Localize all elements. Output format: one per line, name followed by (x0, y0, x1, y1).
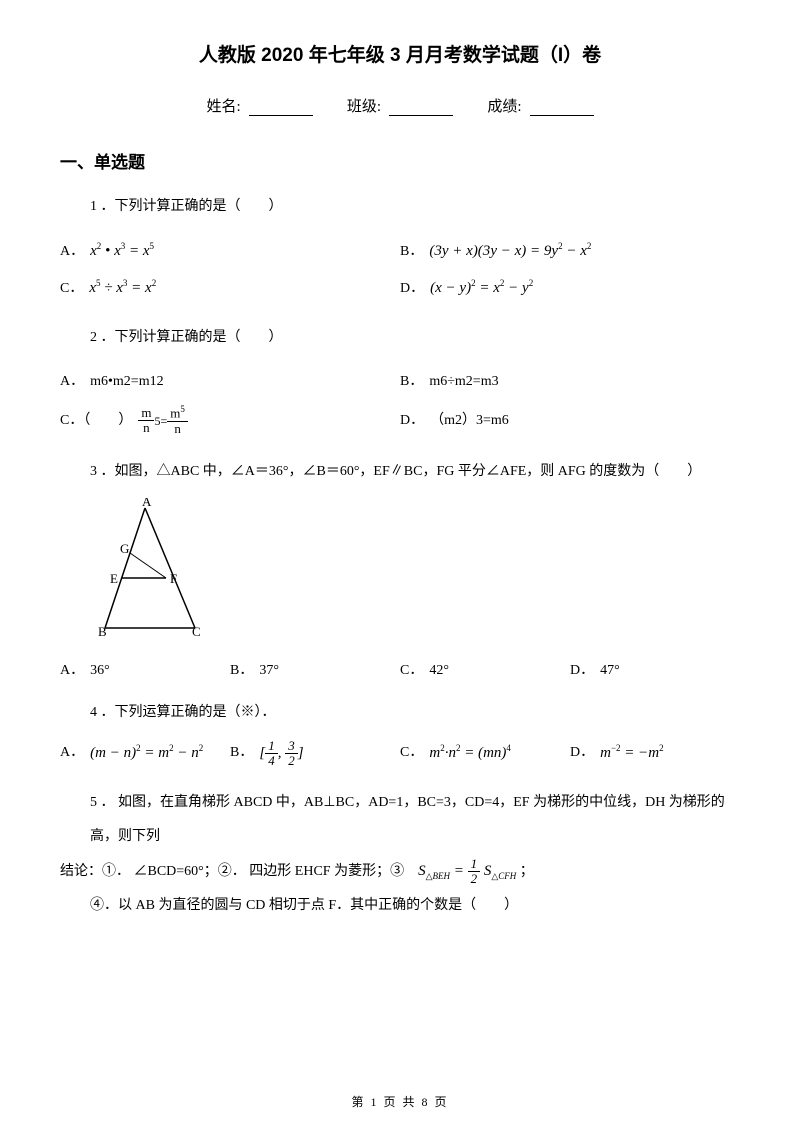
q1-d-math: (x − y)2 = x2 − y2 (430, 276, 533, 302)
q1-choice-b: B． (3y + x)(3y − x) = 9y2 − x2 (400, 233, 740, 271)
q2-choice-c: C．（ ） mn 5= m5n (60, 399, 400, 442)
header-fields: 姓名: 班级: 成绩: (60, 95, 740, 116)
choice-label: C． (400, 741, 423, 765)
score-blank[interactable] (530, 101, 594, 116)
class-label: 班级: (347, 99, 381, 115)
question-1: 1 ．下列计算正确的是（ ） A． x2 • x3 = x5 B． (3y + … (60, 195, 740, 308)
question-5: 5 ． 如图，在直角梯形 ABCD 中，AB⊥BC，AD=1，BC=3，CD=4… (60, 786, 740, 923)
q4-b-math: [14, 32] (259, 739, 303, 769)
exam-title: 人教版 2020 年七年级 3 月月考数学试题（I）卷 (60, 40, 740, 67)
q2-d-text: （m2）3=m6 (430, 409, 509, 433)
footer-total: 8 (422, 1095, 430, 1109)
q5-line3: ④．以 AB 为直径的圆与 CD 相切于点 F．其中正确的个数是（ ） (90, 889, 740, 923)
footer-suffix: 页 (430, 1095, 449, 1109)
page-footer: 第 1 页 共 8 页 (0, 1093, 800, 1110)
footer-mid: 页 共 (378, 1095, 421, 1109)
q5-formula: S△BEH = 12 S△CFH (418, 863, 516, 879)
footer-prefix: 第 (351, 1095, 370, 1109)
q4-choice-a: A． (m − n)2 = m2 − n2 (60, 739, 230, 769)
q5-line2: 结论：①． ∠BCD=60°；②． 四边形 EHCF 为菱形；③ S△BEH =… (60, 853, 740, 889)
svg-text:E: E (110, 571, 118, 586)
q1-choice-d: D． (x − y)2 = x2 − y2 (400, 270, 740, 308)
q2-choice-d: D． （m2）3=m6 (400, 399, 740, 442)
choice-label: D． (400, 409, 424, 433)
choice-label: D． (400, 277, 424, 301)
svg-text:C: C (192, 624, 201, 638)
section-heading: 一、单选题 (60, 148, 740, 173)
svg-text:A: A (142, 498, 152, 509)
q1-a-math: x2 • x3 = x5 (90, 239, 154, 265)
q3-choice-a: A． 36° (60, 659, 230, 683)
q4-choice-c: C． m2·n2 = (mn)4 (400, 739, 570, 769)
q3-choice-b: B． 37° (230, 659, 400, 683)
choice-label: D． (570, 741, 594, 765)
q2-b-text: m6÷m2=m3 (429, 370, 498, 394)
q1-b-math: (3y + x)(3y − x) = 9y2 − x2 (429, 239, 591, 265)
q5-line1: 5 ． 如图，在直角梯形 ABCD 中，AB⊥BC，AD=1，BC=3，CD=4… (90, 786, 740, 853)
q1-choice-a: A． x2 • x3 = x5 (60, 233, 400, 271)
q4-text: 4 ．下列运算正确的是（※）． (90, 701, 740, 725)
choice-label: C． (60, 277, 83, 301)
q3-choice-c: C． 42° (400, 659, 570, 683)
q4-d-math: m−2 = −m2 (600, 741, 664, 767)
choice-label: A． (60, 240, 84, 264)
q1-c-math: x5 ÷ x3 = x2 (89, 276, 156, 302)
q2-text: 2 ．下列计算正确的是（ ） (90, 326, 740, 350)
q4-choice-d: D． m−2 = −m2 (570, 739, 740, 769)
q3-c-text: 42° (429, 659, 449, 683)
q4-a-math: (m − n)2 = m2 − n2 (90, 741, 203, 767)
name-blank[interactable] (249, 101, 313, 116)
class-blank[interactable] (389, 101, 453, 116)
choice-label: A． (60, 659, 84, 683)
choice-label: D． (570, 659, 594, 683)
q3-d-text: 47° (600, 659, 620, 683)
q5-line2a: 结论：①． ∠BCD=60°；②． 四边形 EHCF 为菱形；③ (60, 864, 404, 879)
q2-c-frac2: m5n (167, 405, 188, 436)
choice-label: B． (400, 240, 423, 264)
choice-label: B． (400, 370, 423, 394)
choice-label: B． (230, 659, 253, 683)
q3-text: 3 ．如图，△ABC 中，∠A＝36°，∠B＝60°，EF∥BC，FG 平分∠A… (90, 460, 740, 484)
choice-label: C． (400, 659, 423, 683)
q2-choice-b: B． m6÷m2=m3 (400, 364, 740, 400)
question-3: 3 ．如图，△ABC 中，∠A＝36°，∠B＝60°，EF∥BC，FG 平分∠A… (60, 460, 740, 682)
q2-choice-a: A． m6•m2=m12 (60, 364, 400, 400)
choice-label: C．（ ） (60, 409, 132, 433)
name-label: 姓名: (206, 99, 240, 115)
q2-a-text: m6•m2=m12 (90, 370, 163, 394)
choice-label: A． (60, 370, 84, 394)
choice-label: A． (60, 741, 84, 765)
choice-label: B． (230, 741, 253, 765)
question-2: 2 ．下列计算正确的是（ ） A． m6•m2=m12 B． m6÷m2=m3 … (60, 326, 740, 443)
score-label: 成绩: (487, 99, 521, 115)
q4-c-math: m2·n2 = (mn)4 (429, 741, 511, 767)
q2-c-frac1: mn (138, 406, 154, 436)
q3-figure: A B C E F G (90, 498, 740, 647)
q3-b-text: 37° (259, 659, 279, 683)
svg-text:B: B (98, 624, 107, 638)
svg-text:G: G (120, 541, 129, 556)
q3-choice-d: D． 47° (570, 659, 740, 683)
q4-choice-b: B． [14, 32] (230, 739, 400, 769)
q3-a-text: 36° (90, 659, 110, 683)
q1-text: 1 ．下列计算正确的是（ ） (90, 195, 740, 219)
svg-text:F: F (170, 571, 177, 586)
q5-line2b: ； (520, 864, 534, 879)
q1-choice-c: C． x5 ÷ x3 = x2 (60, 270, 400, 308)
question-4: 4 ．下列运算正确的是（※）． A． (m − n)2 = m2 − n2 B．… (60, 701, 740, 768)
